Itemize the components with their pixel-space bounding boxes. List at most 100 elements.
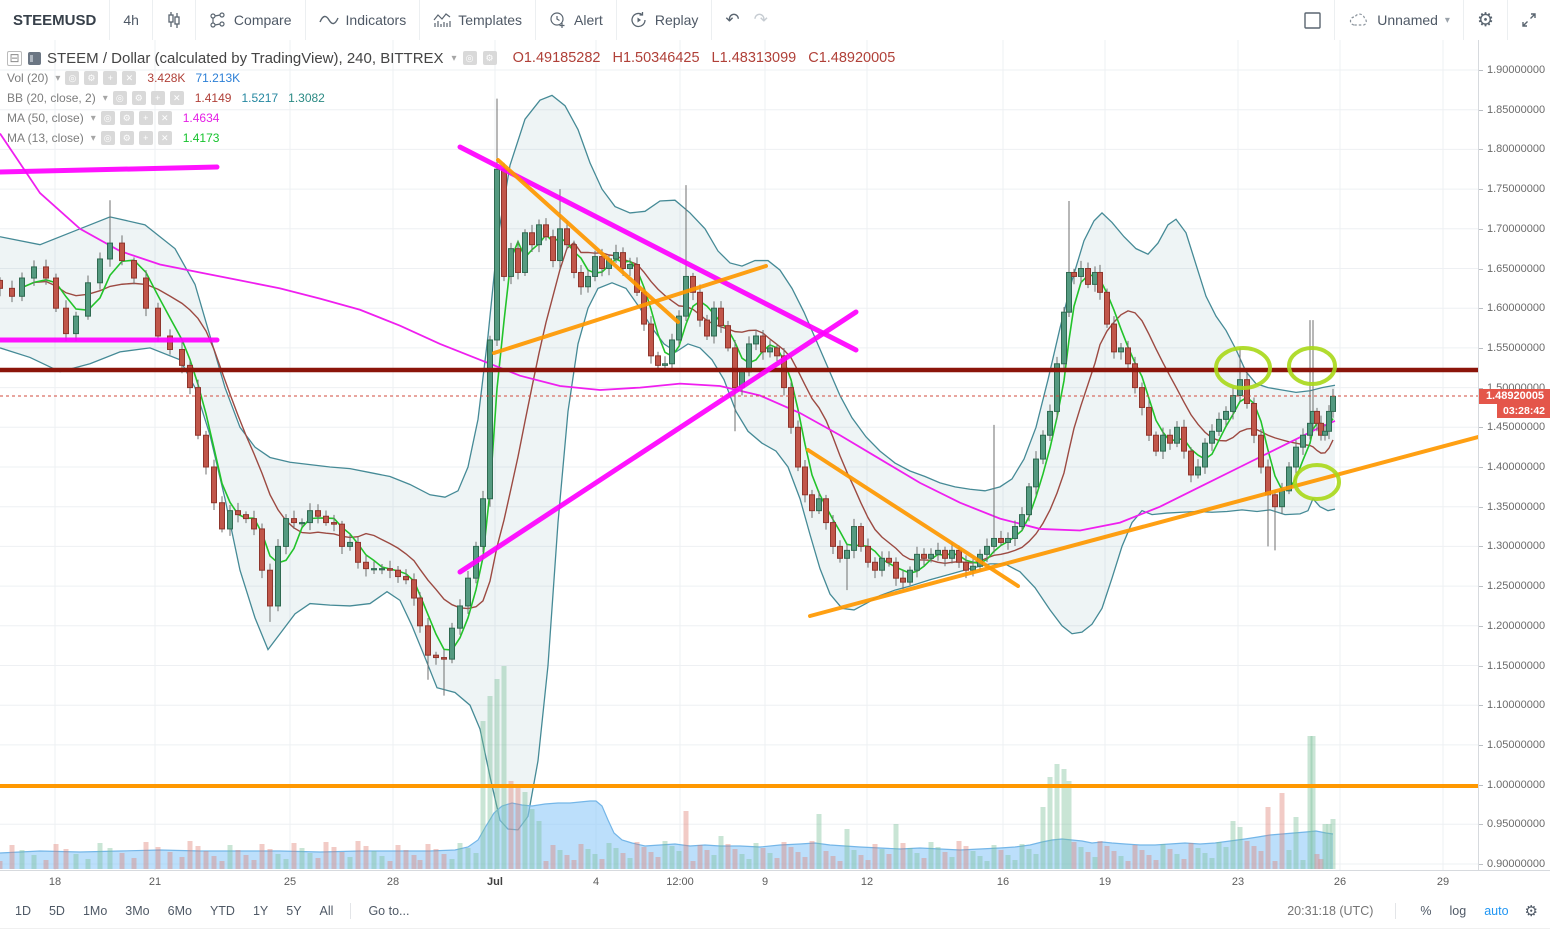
collapse-panel-icon[interactable]: ⊟ (7, 50, 22, 66)
trend-line[interactable] (806, 448, 1020, 588)
volume-bar (433, 849, 439, 869)
volume-bar (251, 860, 257, 869)
volume-bar (837, 861, 843, 869)
auto-scale-button[interactable]: auto (1484, 904, 1509, 918)
trend-line[interactable] (0, 164, 220, 175)
candle (634, 264, 640, 293)
volume-bar (508, 781, 514, 869)
highlight-circle[interactable] (1287, 346, 1337, 386)
undo-icon[interactable]: ↶ (725, 10, 740, 29)
volume-bar (119, 853, 125, 869)
volume-bar (1251, 846, 1257, 869)
candle (323, 515, 329, 524)
volume-bar (355, 841, 361, 869)
indicator-add-icon[interactable]: + (138, 131, 153, 145)
volume-bar (1279, 793, 1285, 869)
indicator-add-icon[interactable]: + (150, 91, 165, 105)
candle (928, 553, 934, 559)
chart-type-button[interactable] (153, 0, 196, 40)
range-button-1d[interactable]: 1D (15, 904, 31, 918)
indicator-visibility-icon[interactable]: ◎ (65, 71, 80, 85)
alert-button[interactable]: Alert (536, 0, 617, 40)
volume-bar (1153, 860, 1159, 869)
clock-label[interactable]: 20:31:18 (UTC) (1287, 904, 1374, 918)
log-scale-button[interactable]: log (1449, 904, 1467, 918)
indicator-settings-icon[interactable]: ⚙ (131, 91, 146, 105)
axis-settings-gear-icon[interactable]: ⚙ (1524, 903, 1538, 920)
trend-line[interactable] (457, 309, 859, 575)
volume-bar (802, 857, 808, 869)
volume-bar (886, 854, 892, 869)
series-settings-icon[interactable]: ⚙ (482, 51, 497, 65)
indicator-row: MA (13, close) ▾ ◎ ⚙ + ✕ 1.4173 (7, 128, 895, 148)
indicator-remove-icon[interactable]: ✕ (157, 111, 172, 125)
settings-button[interactable]: ⚙ (1464, 0, 1508, 40)
indicator-dropdown-icon[interactable]: ▾ (90, 112, 96, 124)
save-layout-button[interactable]: Unnamed ▾ (1335, 0, 1464, 40)
range-button-all[interactable]: All (319, 904, 334, 918)
redo-icon[interactable]: ↷ (753, 10, 768, 29)
candle (522, 232, 528, 273)
candle (480, 498, 486, 547)
indicator-settings-icon[interactable]: ⚙ (119, 111, 134, 125)
price-tick-label: 0.90000000 (1487, 858, 1546, 870)
range-button-5d[interactable]: 5D (48, 904, 65, 918)
candle (179, 348, 185, 366)
indicator-remove-icon[interactable]: ✕ (169, 91, 184, 105)
price-chart-canvas[interactable] (0, 40, 1478, 870)
indicator-visibility-icon[interactable]: ◎ (100, 111, 115, 125)
volume-bar (1322, 824, 1328, 869)
indicator-remove-icon[interactable]: ✕ (157, 131, 172, 145)
series-dropdown-icon[interactable]: ▾ (451, 52, 457, 64)
volume-bar (441, 854, 447, 869)
indicator-add-icon[interactable]: + (138, 111, 153, 125)
highlight-circle[interactable] (1293, 463, 1341, 501)
replay-button[interactable]: Replay (617, 0, 713, 40)
range-button-ytd[interactable]: YTD (209, 904, 235, 918)
templates-button[interactable]: Templates (420, 0, 537, 40)
series-visibility-icon[interactable]: ◎ (462, 51, 477, 65)
volume-bar (1012, 860, 1018, 869)
interval-button[interactable]: 4h (110, 0, 153, 40)
indicator-visibility-icon[interactable]: ◎ (112, 91, 127, 105)
volume-bar (267, 849, 273, 869)
candle (1195, 466, 1201, 476)
price-tick-label: 1.15000000 (1487, 659, 1546, 672)
trend-line[interactable] (457, 144, 859, 353)
trend-line[interactable] (492, 264, 768, 355)
volume-bar (599, 859, 605, 869)
volume-bar (43, 860, 49, 869)
volume-bar (387, 861, 393, 869)
indicator-add-icon[interactable]: + (103, 71, 118, 85)
fullscreen-button[interactable] (1508, 0, 1550, 40)
percent-scale-button[interactable]: % (1420, 904, 1432, 918)
range-button-3mo[interactable]: 3Mo (125, 904, 150, 918)
layout-button[interactable] (1291, 0, 1336, 40)
range-button-1y[interactable]: 1Y (252, 904, 269, 918)
price-tick (1479, 308, 1483, 310)
indicator-remove-icon[interactable]: ✕ (122, 71, 137, 85)
candle (648, 323, 654, 357)
indicator-dropdown-icon[interactable]: ▾ (90, 132, 96, 144)
trend-line[interactable] (496, 158, 680, 324)
price-axis[interactable]: 1.90000000 1.85000000 1.80000000 1.75000000… (1478, 40, 1550, 870)
range-button-1mo[interactable]: 1Mo (82, 904, 108, 918)
goto-button[interactable]: Go to... (368, 904, 410, 918)
compare-button[interactable]: Compare (196, 0, 306, 40)
highlight-circle[interactable] (1214, 346, 1272, 390)
symbol-button[interactable]: STEEMUSD (0, 0, 111, 40)
volume-bar (774, 858, 780, 869)
indicator-settings-icon[interactable]: ⚙ (84, 71, 99, 85)
indicators-button[interactable]: Indicators (306, 0, 421, 40)
indicator-visibility-icon[interactable]: ◎ (100, 131, 115, 145)
candle (1118, 347, 1124, 353)
indicator-settings-icon[interactable]: ⚙ (119, 131, 134, 145)
indicator-dropdown-icon[interactable]: ▾ (102, 92, 108, 104)
range-button-5y[interactable]: 5Y (286, 904, 302, 918)
indicator-dropdown-icon[interactable]: ▾ (55, 72, 61, 84)
volume-bar (1223, 847, 1229, 869)
time-axis[interactable]: 18 21 25 28 Jul 4 12:00 9 12 16 19 23 26 29 (0, 870, 1550, 895)
range-button-6mo[interactable]: 6Mo (167, 904, 192, 918)
chart-area[interactable]: ⊟ STEEM / Dollar (calculated by TradingV… (0, 40, 1550, 870)
trend-line[interactable] (808, 435, 1478, 618)
